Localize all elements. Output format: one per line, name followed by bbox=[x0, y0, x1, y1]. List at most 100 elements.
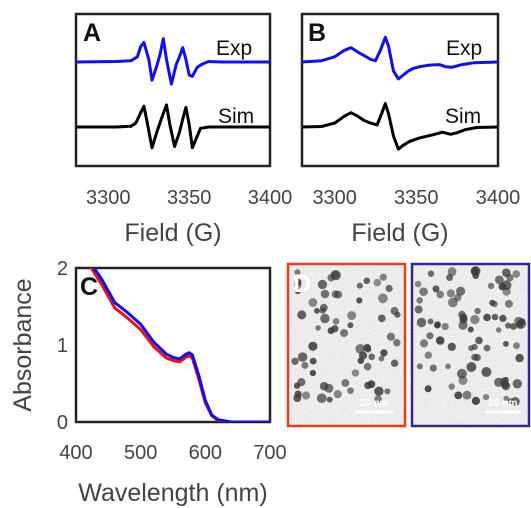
panel-a-x-tick-label: 3300 bbox=[86, 187, 131, 209]
nanoparticle bbox=[503, 395, 510, 402]
tem-image-left-particles bbox=[291, 269, 401, 404]
nanoparticle bbox=[378, 314, 386, 323]
nanoparticle bbox=[491, 313, 499, 321]
panel-a: A Exp Sim 3300 3350 3400 Field (G) bbox=[74, 12, 292, 247]
nanoparticle bbox=[333, 390, 342, 399]
panel-b-frame bbox=[300, 12, 500, 168]
panel-b-series-sim bbox=[302, 102, 498, 151]
nanoparticle bbox=[364, 381, 372, 390]
nanoparticle bbox=[474, 307, 481, 315]
panel-a-x-tick-label: 3350 bbox=[167, 187, 212, 209]
nanoparticle bbox=[470, 266, 481, 277]
nanoparticle bbox=[515, 353, 524, 363]
nanoparticle bbox=[384, 388, 391, 395]
nanoparticle bbox=[504, 299, 513, 308]
nanoparticle bbox=[447, 267, 457, 277]
nanoparticle bbox=[355, 344, 366, 354]
panel-a-plot-area bbox=[76, 37, 270, 150]
nanoparticle bbox=[356, 297, 363, 304]
nanoparticle bbox=[446, 289, 455, 298]
panel-c-x-tick-label: 500 bbox=[124, 442, 157, 464]
nanoparticle bbox=[435, 336, 445, 345]
nanoparticle bbox=[416, 363, 423, 370]
nanoparticle bbox=[436, 290, 445, 299]
nanoparticle bbox=[446, 274, 454, 281]
nanoparticle bbox=[494, 377, 504, 387]
nanoparticle bbox=[473, 354, 481, 362]
tem-image-left-scale-label: 20 nm bbox=[360, 398, 389, 409]
panel-c-x-tick-label: 400 bbox=[59, 442, 92, 464]
panel-b-x-axis-title: Field (G) bbox=[351, 219, 448, 247]
nanoparticle bbox=[501, 280, 512, 291]
nanoparticle bbox=[309, 357, 317, 365]
panel-a-letter: A bbox=[83, 19, 101, 47]
nanoparticle bbox=[319, 303, 328, 312]
panel-b: B Exp Sim 3300 3350 3400 Field (G) bbox=[300, 12, 520, 247]
nanoparticle bbox=[427, 270, 435, 277]
nanoparticle bbox=[327, 327, 335, 335]
nanoparticle bbox=[301, 361, 309, 369]
nanoparticle bbox=[330, 270, 340, 280]
nanoparticle bbox=[503, 341, 509, 347]
panel-a-x-tick-label: 3400 bbox=[248, 187, 293, 209]
panel-c-x-axis-title: Wavelength (nm) bbox=[78, 479, 267, 507]
panel-b-letter: B bbox=[308, 19, 326, 47]
nanoparticle bbox=[456, 286, 466, 296]
panel-d-letter: D bbox=[293, 270, 311, 298]
panel-b-x-tick-label: 3300 bbox=[312, 187, 357, 209]
nanoparticle bbox=[358, 351, 368, 360]
nanoparticle bbox=[499, 314, 507, 322]
nanoparticle bbox=[294, 269, 301, 276]
nanoparticle bbox=[314, 307, 320, 314]
nanoparticle bbox=[487, 282, 495, 290]
nanoparticle bbox=[429, 364, 437, 372]
nanoparticle bbox=[495, 275, 504, 285]
tem-image-right: 20 nm bbox=[410, 262, 531, 428]
nanoparticle bbox=[471, 396, 480, 405]
nanoparticle bbox=[518, 318, 526, 325]
panel-a-exp-label: Exp bbox=[216, 37, 252, 60]
nanoparticle bbox=[467, 326, 474, 333]
nanoparticle bbox=[434, 321, 441, 329]
nanoparticle bbox=[416, 317, 427, 328]
nanoparticle bbox=[379, 273, 387, 281]
nanoparticle bbox=[334, 290, 343, 299]
panel-a-x-ticks: 3300 3350 3400 bbox=[86, 187, 292, 209]
nanoparticle bbox=[297, 378, 306, 387]
nanoparticle bbox=[385, 284, 393, 292]
panel-b-series-exp bbox=[302, 35, 498, 81]
tem-image-right-particles bbox=[414, 266, 527, 406]
nanoparticle bbox=[315, 325, 321, 331]
nanoparticle bbox=[380, 349, 388, 357]
nanoparticle bbox=[481, 367, 492, 377]
panel-c-series-blue bbox=[92, 268, 270, 422]
nanoparticle bbox=[394, 311, 401, 318]
nanoparticle bbox=[341, 379, 350, 387]
nanoparticle bbox=[297, 352, 308, 362]
nanoparticle bbox=[414, 280, 422, 288]
nanoparticle bbox=[324, 383, 334, 393]
panel-d: 20 nm D 20 nm bbox=[286, 262, 531, 428]
nanoparticle bbox=[512, 379, 522, 389]
nanoparticle bbox=[308, 298, 318, 307]
nanoparticle bbox=[441, 323, 449, 331]
panel-b-exp-label: Exp bbox=[446, 37, 482, 60]
nanoparticle bbox=[470, 314, 480, 325]
panel-b-plot-area bbox=[302, 35, 498, 151]
nanoparticle bbox=[462, 390, 472, 400]
nanoparticle bbox=[363, 344, 372, 352]
nanoparticle bbox=[447, 342, 456, 351]
nanoparticle bbox=[294, 278, 302, 286]
tem-image-right-border bbox=[410, 262, 531, 428]
nanoparticle bbox=[351, 369, 360, 377]
nanoparticle bbox=[454, 293, 462, 302]
panel-c-letter: C bbox=[80, 273, 98, 301]
panel-b-x-tick-label: 3350 bbox=[394, 187, 439, 209]
nanoparticle bbox=[373, 278, 382, 287]
nanoparticle bbox=[502, 287, 511, 296]
nanoparticle bbox=[326, 396, 333, 403]
panel-b-x-ticks: 3300 3350 3400 bbox=[312, 187, 520, 209]
nanoparticle bbox=[393, 339, 401, 347]
nanoparticle bbox=[457, 368, 467, 379]
